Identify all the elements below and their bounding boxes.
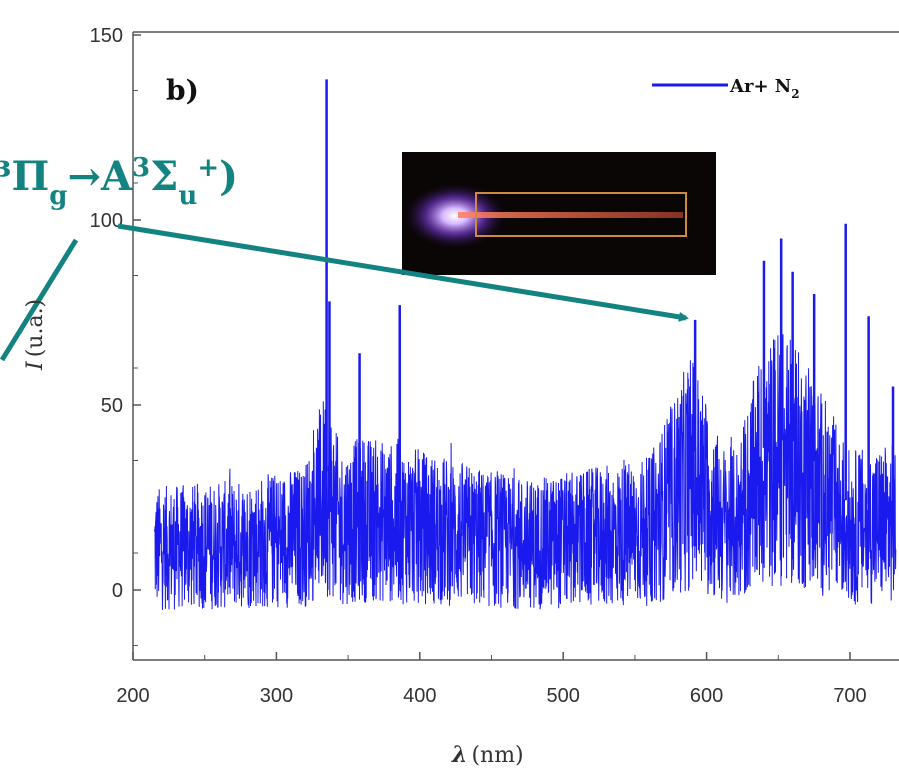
annotation-part-plus: + xyxy=(197,153,219,183)
x-tick-label: 600 xyxy=(690,685,723,707)
annotation-arrows xyxy=(0,223,689,362)
y-tick-label: 100 xyxy=(90,210,123,232)
series-ar-n2-trace xyxy=(154,334,897,610)
annotation-part-arrow: →A xyxy=(67,153,133,200)
inset-highlight-box xyxy=(475,192,687,237)
y-axis-label-unit: (u.a.) xyxy=(23,299,48,357)
x-tick-label: 700 xyxy=(833,685,866,707)
spectrum-peaks xyxy=(325,79,895,504)
x-axis-label-symbol: λ xyxy=(451,742,467,768)
annotation-part-close: ) xyxy=(219,153,238,200)
y-tick-label: 0 xyxy=(112,580,123,602)
y-axis-label-symbol: I xyxy=(23,360,48,371)
y-tick-label: 50 xyxy=(101,395,123,417)
y-axis-label: I (u.a.) xyxy=(23,299,48,371)
legend-entry: Ar+ N2 xyxy=(729,76,800,101)
annotation-arrow-to-peak xyxy=(117,223,689,322)
x-tick-label: 500 xyxy=(547,685,580,707)
x-tick-label: 300 xyxy=(260,685,293,707)
y-tick-label: 150 xyxy=(90,25,123,47)
x-tick-label: 200 xyxy=(116,685,149,707)
annotation-part-sup3: 3 xyxy=(132,153,150,183)
legend: Ar+ N2 xyxy=(652,76,800,101)
inset-plasma-glow xyxy=(405,184,505,248)
plasma-inset-image xyxy=(402,152,716,275)
annotation-part-u: u xyxy=(178,181,197,211)
x-axis-label-unit: (nm) xyxy=(471,743,523,768)
x-tick-label: 400 xyxy=(403,685,436,707)
annotation-transition-label: ³Πg→A3Σu+) xyxy=(0,153,238,211)
annotation-arrow-left xyxy=(0,238,79,362)
legend-entry-name: Ar+ N xyxy=(729,76,791,97)
legend-entry-subscript: 2 xyxy=(791,87,799,101)
inset-plasma-jet xyxy=(458,212,683,218)
annotation-part-g: g xyxy=(49,181,67,211)
panel-label: b) xyxy=(166,74,199,107)
x-ticks: 200 300 400 500 600 700 xyxy=(116,652,867,707)
annotation-part-sigma: Σ xyxy=(150,153,178,200)
annotation-part-pi: ³Π xyxy=(0,153,49,200)
y-ticks: 0 50 100 150 xyxy=(90,25,141,646)
x-axis-label: λ (nm) xyxy=(451,742,524,768)
